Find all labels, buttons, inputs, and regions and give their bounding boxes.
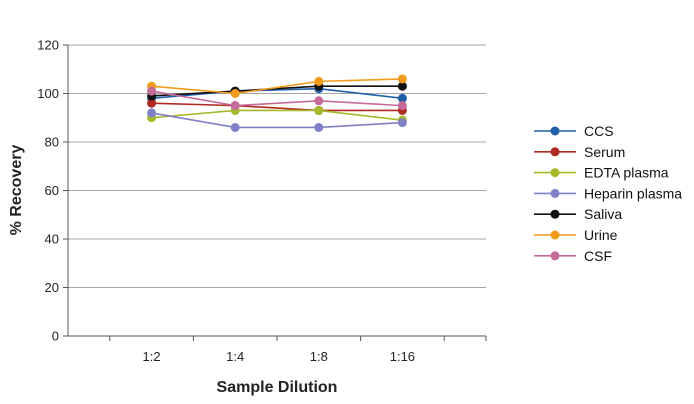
series-serum xyxy=(147,98,407,115)
legend-label: CCS xyxy=(584,123,614,139)
legend-item-csf: CSF xyxy=(534,248,612,264)
x-tick-label: 1:2 xyxy=(143,349,161,364)
legend-swatch-marker xyxy=(550,251,560,261)
series-line-ccs xyxy=(151,87,403,100)
y-tick-label: 60 xyxy=(45,183,59,198)
data-point-heparin-plasma xyxy=(230,122,240,132)
legend-label: Serum xyxy=(584,144,625,160)
legend-item-saliva: Saliva xyxy=(534,206,622,222)
series-csf xyxy=(147,86,407,111)
data-point-ccs xyxy=(397,93,407,103)
legend-label: CSF xyxy=(584,248,612,264)
data-point-edta-plasma xyxy=(314,105,324,115)
series-line-urine xyxy=(151,78,403,95)
legend-item-heparin-plasma: Heparin plasma xyxy=(534,185,682,201)
legend-swatch-marker xyxy=(550,230,560,240)
legend: CCS Serum EDTA plasma Heparin plasma Saliva U… xyxy=(534,123,682,264)
y-tick-label: 20 xyxy=(45,280,59,295)
series-group xyxy=(147,74,407,132)
series-heparin-plasma xyxy=(147,108,407,132)
series-line-edta-plasma xyxy=(151,109,403,121)
x-axis-ticks: 1:2 1:4 1:8 1:16 xyxy=(109,336,487,364)
y-tick-label: 0 xyxy=(52,329,59,344)
legend-item-edta-plasma: EDTA plasma xyxy=(534,165,669,181)
y-tick-label: 80 xyxy=(45,135,59,150)
series-line-heparin-plasma xyxy=(151,112,403,129)
data-point-heparin-plasma xyxy=(147,108,157,118)
legend-swatch-marker xyxy=(550,126,560,136)
x-tick-label: 1:8 xyxy=(310,349,328,364)
gridlines xyxy=(68,44,486,288)
legend-label: EDTA plasma xyxy=(584,165,669,181)
legend-item-urine: Urine xyxy=(534,227,618,243)
legend-label: Heparin plasma xyxy=(584,185,682,201)
legend-swatch-marker xyxy=(550,168,560,178)
legend-item-ccs: CCS xyxy=(534,123,614,139)
y-axis-title: % Recovery xyxy=(8,145,25,236)
data-point-urine xyxy=(230,89,240,98)
y-axis-ticks: 0 20 40 60 80 100 120 xyxy=(37,38,68,344)
data-point-saliva xyxy=(397,81,407,91)
legend-label: Saliva xyxy=(584,206,622,222)
data-point-urine xyxy=(397,74,407,84)
data-point-heparin-plasma xyxy=(397,118,407,128)
series-line-csf xyxy=(151,90,403,107)
data-point-csf xyxy=(147,86,157,96)
data-point-urine xyxy=(314,76,324,86)
data-point-csf xyxy=(397,101,407,111)
x-tick-label: 1:4 xyxy=(226,349,244,364)
data-point-csf xyxy=(314,96,324,106)
data-point-csf xyxy=(230,101,240,111)
series-line-serum xyxy=(151,102,403,112)
y-tick-label: 120 xyxy=(37,38,59,53)
legend-swatch-marker xyxy=(550,188,560,198)
legend-swatch-marker xyxy=(550,209,560,219)
data-point-serum xyxy=(147,98,157,108)
x-tick-label: 1:16 xyxy=(390,349,415,364)
data-point-heparin-plasma xyxy=(314,122,324,132)
y-tick-label: 100 xyxy=(37,86,59,101)
series-line-saliva xyxy=(151,85,403,97)
legend-swatch-marker xyxy=(550,147,560,157)
legend-item-serum: Serum xyxy=(534,144,625,160)
x-axis-title: Sample Dilution xyxy=(217,379,338,396)
legend-label: Urine xyxy=(584,227,618,243)
y-tick-label: 40 xyxy=(45,232,59,247)
